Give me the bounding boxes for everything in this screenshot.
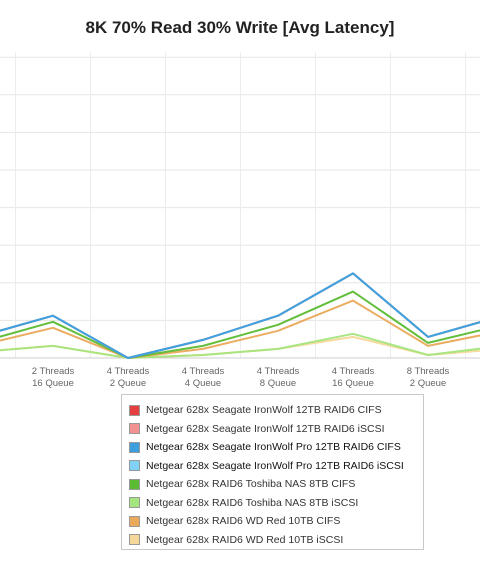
legend-label: Netgear 628x RAID6 Toshiba NAS 8TB iSCSI bbox=[146, 496, 359, 509]
legend-swatch bbox=[129, 460, 140, 471]
series-line-5 bbox=[0, 290, 480, 359]
legend-swatch bbox=[129, 515, 140, 527]
legend-label: Netgear 628x Seagate IronWolf Pro 12TB R… bbox=[146, 441, 401, 453]
legend-item[interactable]: Netgear 628x Seagate IronWolf 12TB RAID6… bbox=[129, 420, 385, 438]
legend-label: Netgear 628x Seagate IronWolf 12TB RAID6… bbox=[146, 422, 385, 435]
legend-item[interactable]: Netgear 628x RAID6 WD Red 10TB iSCSI bbox=[129, 531, 343, 549]
x-tick-label: 8 Threads 2 Queue bbox=[407, 366, 450, 389]
chart-title: 8K 70% Read 30% Write [Avg Latency] bbox=[85, 18, 395, 37]
legend-label: Netgear 628x Seagate IronWolf 12TB RAID6… bbox=[146, 404, 382, 416]
legend-label: Netgear 628x RAID6 WD Red 10TB CIFS bbox=[146, 515, 341, 527]
legend-label: Netgear 628x RAID6 Toshiba NAS 8TB CIFS bbox=[146, 478, 356, 490]
x-tick-label: 4 Threads 16 Queue bbox=[332, 366, 375, 389]
legend-swatch bbox=[129, 404, 140, 416]
legend-item[interactable]: Netgear 628x Seagate IronWolf 12TB RAID6… bbox=[129, 401, 382, 419]
legend-item[interactable]: Netgear 628x Seagate IronWolf Pro 12TB R… bbox=[129, 438, 401, 456]
legend-label: Netgear 628x Seagate IronWolf Pro 12TB R… bbox=[146, 459, 404, 472]
legend-item[interactable]: Netgear 628x RAID6 Toshiba NAS 8TB CIFS bbox=[129, 475, 355, 493]
legend-label: Netgear 628x RAID6 WD Red 10TB iSCSI bbox=[146, 533, 344, 546]
series-line-3 bbox=[0, 272, 480, 359]
legend-swatch bbox=[129, 497, 140, 508]
series-line-6 bbox=[0, 332, 480, 359]
legend-item[interactable]: Netgear 628x RAID6 Toshiba NAS 8TB iSCSI bbox=[129, 494, 358, 512]
legend-swatch bbox=[129, 478, 140, 490]
x-tick-label: 4 Threads 8 Queue bbox=[257, 366, 300, 389]
legend-swatch bbox=[129, 441, 140, 453]
legend-item[interactable]: Netgear 628x Seagate IronWolf Pro 12TB R… bbox=[129, 457, 404, 475]
legend-swatch bbox=[129, 423, 140, 434]
x-tick-label: 2 Threads 16 Queue bbox=[32, 366, 75, 389]
series-line-7 bbox=[0, 299, 480, 359]
legend-item[interactable]: Netgear 628x RAID6 WD Red 10TB CIFS bbox=[129, 512, 340, 530]
legend-swatch bbox=[129, 534, 140, 545]
x-tick-label: 4 Threads 2 Queue bbox=[107, 366, 150, 389]
x-tick-label: 4 Threads 4 Queue bbox=[182, 366, 225, 389]
chart-legend: Netgear 628x Seagate IronWolf 12TB RAID6… bbox=[121, 394, 424, 550]
